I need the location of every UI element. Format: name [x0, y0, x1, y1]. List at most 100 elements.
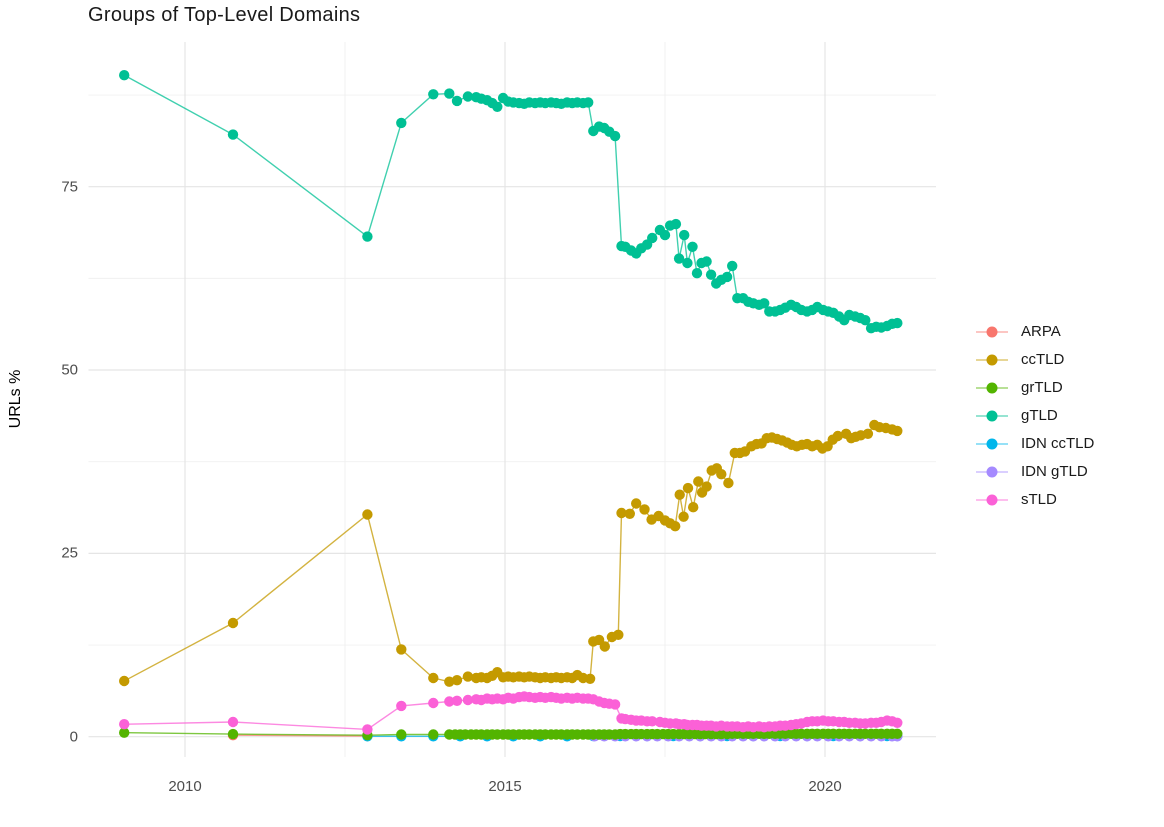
data-point-gtld	[462, 91, 474, 102]
data-point-cctld	[631, 498, 642, 509]
data-point-cctld	[688, 502, 699, 513]
legend-key-icon-stld	[976, 494, 1008, 505]
series-points-grtld	[119, 727, 903, 741]
data-point-cctld	[613, 629, 624, 640]
legend-label: gTLD	[1021, 407, 1058, 424]
data-point-cctld	[701, 481, 712, 492]
data-point-gtld	[444, 88, 455, 99]
data-point-gtld	[659, 229, 671, 241]
data-point-gtld	[679, 229, 690, 241]
series-points-gtld	[119, 70, 903, 334]
data-point-gtld	[687, 241, 698, 252]
data-point-stld	[892, 717, 903, 728]
data-point-gtld	[609, 130, 621, 142]
data-point-gtld	[727, 260, 738, 272]
series-line-gtld	[123, 74, 898, 330]
data-point-stld	[428, 697, 439, 709]
y-tick-label: 25	[61, 544, 78, 562]
legend-item-idn-cctld: IDN ccTLD	[974, 433, 1094, 454]
x-tick-label: 2010	[168, 778, 202, 795]
data-point-gtld	[705, 269, 717, 280]
data-point-cctld	[451, 675, 463, 686]
data-point-gtld	[227, 129, 239, 140]
data-point-gtld	[583, 97, 594, 108]
data-point-cctld	[892, 425, 903, 437]
data-point-cctld	[616, 507, 627, 519]
data-point-stld	[609, 699, 621, 710]
data-point-cctld	[119, 675, 130, 687]
data-point-grtld	[892, 728, 903, 739]
legend-key-icon-grtld	[976, 382, 1008, 393]
legend-key-icon-cctld	[976, 354, 1008, 365]
data-point-gtld	[362, 231, 373, 242]
legend-label: IDN ccTLD	[1021, 435, 1095, 452]
data-point-cctld	[428, 672, 439, 684]
data-point-gtld	[860, 315, 871, 326]
data-point-cctld	[682, 482, 694, 494]
legend-item-grtld: grTLD	[974, 377, 1094, 398]
data-point-gtld	[119, 70, 130, 81]
data-point-cctld	[674, 489, 685, 500]
data-point-cctld	[678, 511, 689, 522]
data-point-cctld	[624, 508, 635, 519]
gridlines	[88, 42, 936, 757]
data-point-gtld	[892, 317, 903, 329]
data-point-stld	[647, 716, 658, 727]
legend-item-stld: sTLD	[974, 489, 1094, 510]
y-tick-label: 50	[61, 361, 78, 379]
data-point-stld	[119, 719, 130, 730]
data-point-cctld	[716, 469, 727, 480]
data-point-gtld	[647, 232, 658, 244]
legend-key-icon-idn-cctld	[976, 438, 1008, 449]
data-point-cctld	[444, 676, 455, 687]
data-point-cctld	[862, 428, 874, 439]
series-points-stld	[119, 691, 903, 735]
legend-label: IDN gTLD	[1021, 463, 1088, 480]
data-point-cctld	[362, 509, 373, 520]
data-point-gtld	[428, 89, 439, 100]
legend-label: ccTLD	[1021, 351, 1065, 368]
x-tick-label: 2020	[808, 778, 842, 795]
data-point-gtld	[396, 117, 407, 129]
data-point-cctld	[723, 477, 734, 489]
data-point-stld	[444, 696, 455, 707]
series-line-arpa	[232, 734, 368, 737]
data-point-gtld	[492, 101, 503, 113]
data-point-cctld	[396, 644, 407, 655]
data-point-stld	[362, 724, 373, 735]
data-point-cctld	[693, 476, 704, 487]
data-point-cctld	[670, 521, 681, 532]
data-point-cctld	[832, 430, 843, 442]
chart-title: Groups of Top-Level Domains	[88, 4, 361, 26]
data-point-grtld	[396, 729, 407, 740]
data-point-cctld	[639, 504, 650, 515]
legend-key-icon-arpa	[976, 326, 1008, 337]
data-point-gtld	[670, 218, 682, 230]
legend-key-icon-gtld	[976, 410, 1008, 421]
data-point-grtld	[428, 729, 439, 740]
series-points-cctld	[119, 419, 903, 687]
data-point-cctld	[462, 671, 474, 682]
legend-item-idn-gtld: IDN gTLD	[974, 461, 1094, 482]
data-point-grtld	[119, 727, 130, 738]
legend-item-arpa: ARPA	[974, 321, 1094, 342]
data-point-cctld	[227, 617, 239, 629]
data-point-cctld	[599, 641, 610, 652]
data-point-gtld	[691, 268, 703, 279]
legend-label: grTLD	[1021, 379, 1063, 396]
legend-item-cctld: ccTLD	[974, 349, 1094, 370]
y-tick-label: 75	[61, 178, 78, 196]
data-point-gtld	[451, 95, 463, 107]
data-point-gtld	[721, 271, 733, 283]
data-point-gtld	[673, 253, 685, 264]
legend-label: ARPA	[1021, 323, 1061, 340]
data-point-stld	[396, 700, 407, 712]
legend-key-icon-idn-gtld	[976, 466, 1008, 477]
y-tick-label: 0	[69, 728, 78, 746]
legend: ARPA ccTLD grTLD gTLD IDN ccTLD IDN gTLD sTLD	[974, 321, 1094, 510]
data-point-stld	[462, 694, 474, 706]
x-tick-label: 2015	[488, 778, 522, 795]
data-point-stld	[451, 695, 463, 706]
